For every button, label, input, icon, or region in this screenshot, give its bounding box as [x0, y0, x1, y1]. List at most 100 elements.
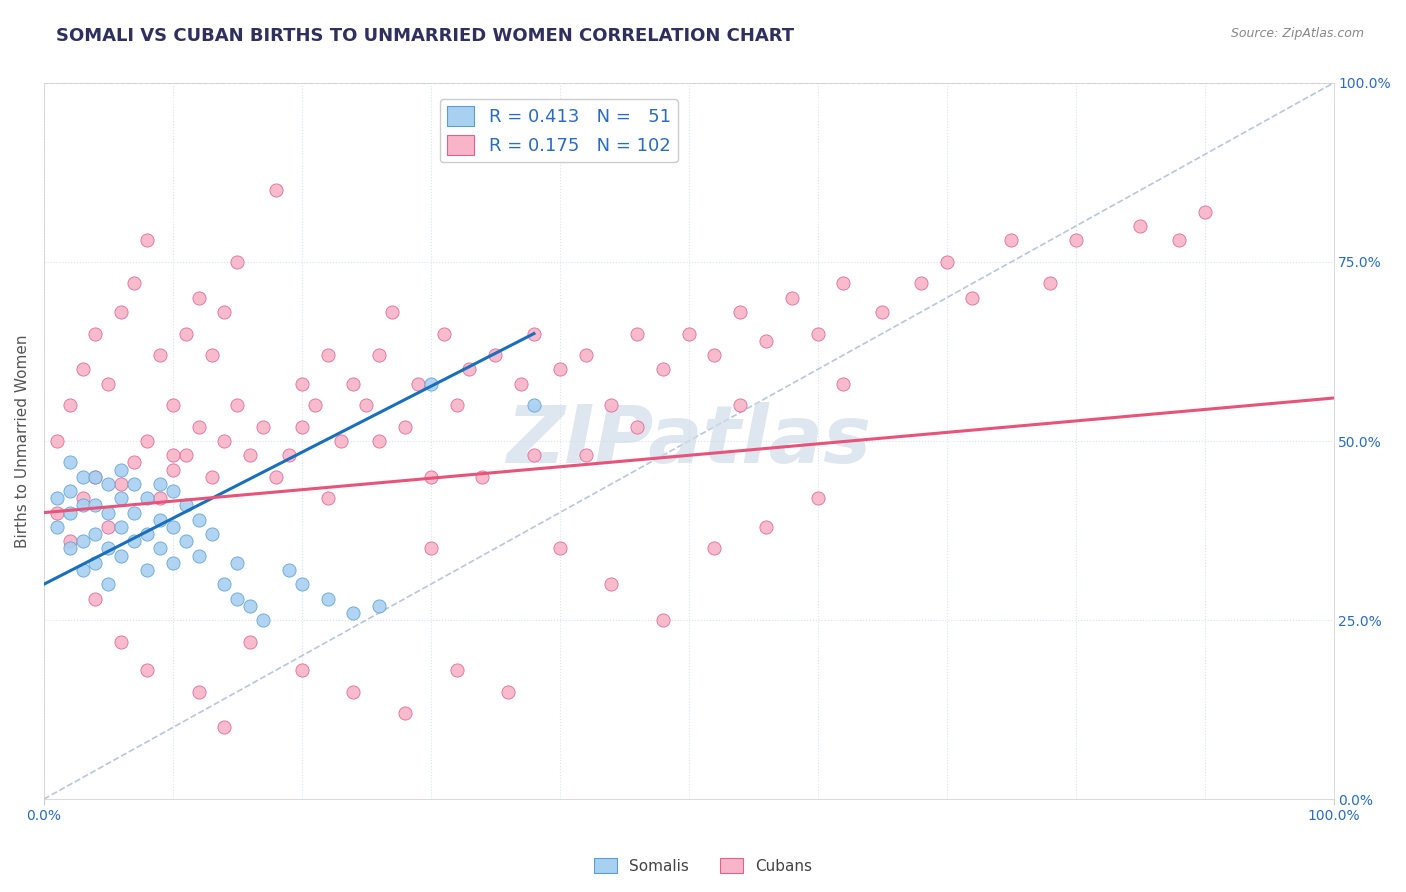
- Point: [122, 534, 145, 549]
- Point: [419, 541, 441, 556]
- Point: [226, 591, 249, 606]
- Point: [59, 398, 82, 412]
- Point: [162, 398, 184, 412]
- Point: [45, 506, 67, 520]
- Point: [136, 563, 159, 577]
- Point: [226, 556, 249, 570]
- Point: [59, 455, 82, 469]
- Point: [59, 534, 82, 549]
- Point: [174, 534, 197, 549]
- Point: [600, 398, 623, 412]
- Point: [214, 434, 236, 448]
- Point: [523, 326, 546, 341]
- Point: [162, 484, 184, 499]
- Point: [651, 362, 673, 376]
- Point: [419, 376, 441, 391]
- Point: [755, 520, 778, 534]
- Point: [136, 527, 159, 541]
- Point: [84, 591, 107, 606]
- Point: [97, 477, 120, 491]
- Point: [548, 541, 571, 556]
- Point: [1194, 204, 1216, 219]
- Point: [548, 362, 571, 376]
- Point: [72, 563, 94, 577]
- Point: [626, 326, 648, 341]
- Point: [394, 706, 416, 720]
- Point: [316, 348, 339, 362]
- Point: [200, 470, 222, 484]
- Point: [59, 541, 82, 556]
- Point: [110, 305, 132, 319]
- Point: [264, 183, 287, 197]
- Point: [291, 376, 314, 391]
- Point: [84, 556, 107, 570]
- Text: SOMALI VS CUBAN BIRTHS TO UNMARRIED WOMEN CORRELATION CHART: SOMALI VS CUBAN BIRTHS TO UNMARRIED WOME…: [56, 27, 794, 45]
- Point: [910, 277, 932, 291]
- Point: [97, 541, 120, 556]
- Point: [110, 634, 132, 648]
- Point: [110, 549, 132, 563]
- Point: [174, 448, 197, 462]
- Y-axis label: Births to Unmarried Women: Births to Unmarried Women: [15, 334, 30, 548]
- Point: [214, 305, 236, 319]
- Point: [780, 291, 803, 305]
- Legend: Somalis, Cubans: Somalis, Cubans: [588, 852, 818, 880]
- Point: [59, 484, 82, 499]
- Point: [149, 541, 172, 556]
- Point: [523, 448, 546, 462]
- Point: [97, 577, 120, 591]
- Point: [162, 448, 184, 462]
- Point: [730, 305, 752, 319]
- Point: [252, 613, 274, 627]
- Point: [122, 477, 145, 491]
- Point: [496, 684, 519, 698]
- Point: [342, 684, 364, 698]
- Point: [458, 362, 481, 376]
- Point: [162, 556, 184, 570]
- Point: [651, 613, 673, 627]
- Point: [187, 549, 209, 563]
- Point: [136, 434, 159, 448]
- Point: [45, 434, 67, 448]
- Point: [484, 348, 506, 362]
- Point: [122, 455, 145, 469]
- Point: [226, 255, 249, 269]
- Point: [162, 463, 184, 477]
- Point: [187, 419, 209, 434]
- Point: [574, 348, 596, 362]
- Point: [174, 326, 197, 341]
- Point: [935, 255, 957, 269]
- Point: [110, 463, 132, 477]
- Point: [84, 527, 107, 541]
- Point: [368, 348, 391, 362]
- Point: [214, 577, 236, 591]
- Point: [678, 326, 700, 341]
- Point: [381, 305, 404, 319]
- Point: [149, 491, 172, 506]
- Point: [174, 499, 197, 513]
- Point: [703, 541, 725, 556]
- Point: [600, 577, 623, 591]
- Point: [1064, 234, 1087, 248]
- Point: [45, 520, 67, 534]
- Point: [162, 520, 184, 534]
- Point: [291, 663, 314, 677]
- Point: [832, 376, 855, 391]
- Point: [84, 470, 107, 484]
- Point: [342, 376, 364, 391]
- Point: [136, 234, 159, 248]
- Point: [149, 513, 172, 527]
- Point: [446, 663, 468, 677]
- Point: [110, 477, 132, 491]
- Point: [291, 419, 314, 434]
- Point: [730, 398, 752, 412]
- Point: [316, 591, 339, 606]
- Point: [446, 398, 468, 412]
- Point: [252, 419, 274, 434]
- Point: [97, 376, 120, 391]
- Point: [574, 448, 596, 462]
- Point: [72, 362, 94, 376]
- Point: [110, 491, 132, 506]
- Text: Source: ZipAtlas.com: Source: ZipAtlas.com: [1230, 27, 1364, 40]
- Point: [214, 721, 236, 735]
